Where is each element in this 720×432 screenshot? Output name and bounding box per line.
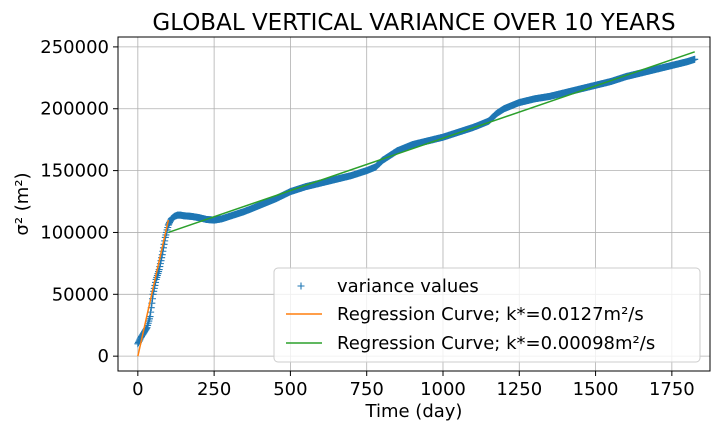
y-tick-label: 200000 bbox=[40, 99, 109, 120]
legend-label-variance: variance values bbox=[337, 276, 479, 297]
y-axis-ticks: 0 50000 100000 150000 200000 250000 bbox=[40, 37, 118, 367]
x-tick-label: 1750 bbox=[649, 379, 695, 400]
x-axis-ticks: 0 250 500 750 1000 1250 1500 1750 bbox=[132, 371, 695, 400]
x-tick-label: 750 bbox=[350, 379, 384, 400]
y-tick-label: 250000 bbox=[40, 37, 109, 58]
variance-marker bbox=[146, 313, 154, 321]
y-tick-label: 0 bbox=[98, 346, 109, 367]
legend-item-regression-1: Regression Curve; k*=0.0127m²/s bbox=[286, 304, 644, 325]
y-axis-label: σ² (m²) bbox=[12, 172, 33, 235]
legend-box bbox=[273, 267, 701, 363]
regression-line-2 bbox=[168, 51, 695, 234]
x-tick-label: 1500 bbox=[573, 379, 619, 400]
legend-item-regression-2: Regression Curve; k*=0.00098m²/s bbox=[286, 333, 655, 354]
regression-line-1 bbox=[137, 219, 170, 357]
legend: variance values Regression Curve; k*=0.0… bbox=[273, 267, 701, 363]
plot-area bbox=[117, 36, 711, 372]
variance-marker bbox=[159, 244, 167, 252]
x-tick-label: 250 bbox=[197, 379, 231, 400]
y-tick-label: 150000 bbox=[40, 161, 109, 182]
plot-series bbox=[134, 51, 699, 357]
x-tick-label: 1250 bbox=[496, 379, 542, 400]
x-axis-label: Time (day) bbox=[365, 401, 463, 422]
variance-marker bbox=[150, 287, 158, 295]
legend-plus-marker bbox=[297, 282, 305, 290]
legend-item-variance: variance values bbox=[297, 276, 479, 297]
x-tick-label: 500 bbox=[273, 379, 307, 400]
variance-marker bbox=[149, 290, 157, 298]
chart-title: GLOBAL VERTICAL VARIANCE OVER 10 YEARS bbox=[152, 10, 675, 36]
x-tick-label: 1000 bbox=[420, 379, 466, 400]
legend-marker-variance bbox=[297, 282, 305, 290]
variance-marker bbox=[691, 55, 699, 63]
y-tick-label: 100000 bbox=[40, 222, 109, 243]
x-tick-label: 0 bbox=[132, 379, 143, 400]
legend-label-regression-1: Regression Curve; k*=0.0127m²/s bbox=[337, 304, 644, 325]
variance-marker bbox=[159, 247, 167, 255]
y-tick-label: 50000 bbox=[52, 284, 109, 305]
legend-label-regression-2: Regression Curve; k*=0.00098m²/s bbox=[337, 333, 655, 354]
